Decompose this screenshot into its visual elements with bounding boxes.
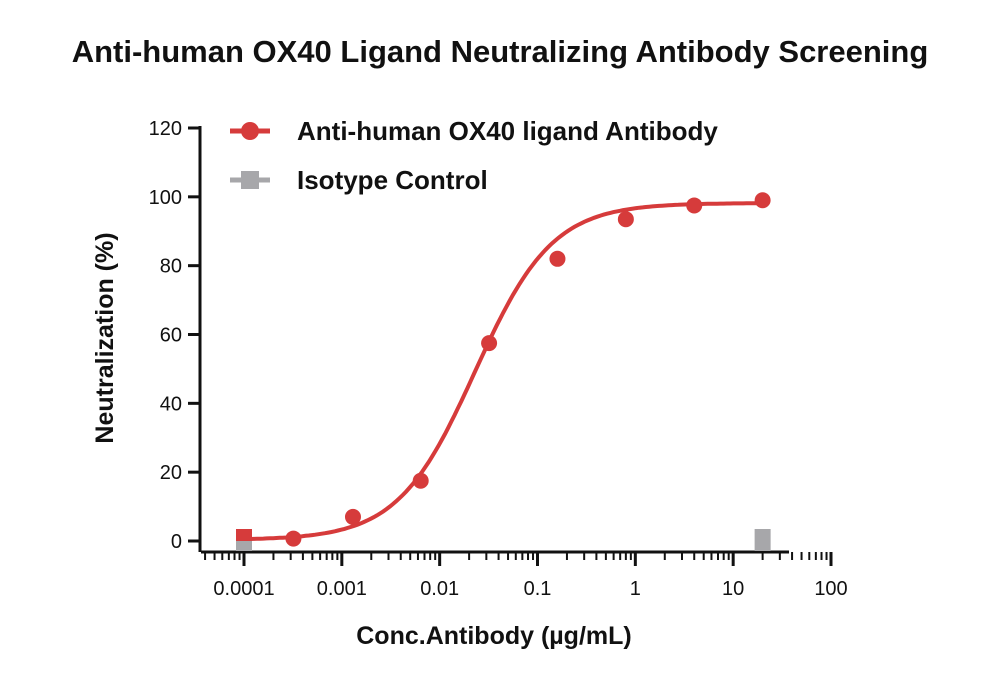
legend-label: Isotype Control bbox=[297, 165, 488, 195]
data-point-square bbox=[754, 529, 771, 551]
y-axis-title: Neutralization (%) bbox=[91, 232, 119, 443]
data-point-circle bbox=[549, 250, 566, 267]
legend-marker-circle bbox=[241, 122, 259, 140]
y-tick-label: 20 bbox=[160, 462, 182, 484]
y-tick-label: 60 bbox=[160, 325, 182, 347]
fit-curve bbox=[243, 201, 763, 542]
data-point-circle bbox=[344, 508, 361, 525]
axes: 0 20 40 60 80 100 120 0.0001 0.001 0.01 0.1 1 10 100 bbox=[149, 118, 848, 600]
x-tick-label: 10 bbox=[722, 578, 744, 600]
data-point-square bbox=[236, 529, 252, 541]
y-tick-label: 40 bbox=[160, 393, 182, 415]
x-tick-label: 0.01 bbox=[420, 578, 459, 600]
data-point-circle bbox=[617, 211, 634, 228]
x-tick-label: 1 bbox=[630, 578, 641, 600]
fit-curves bbox=[243, 201, 763, 542]
legend-marker-square bbox=[241, 171, 259, 189]
data-markers bbox=[236, 192, 771, 551]
x-tick-label: 100 bbox=[814, 578, 847, 600]
y-tick-label: 100 bbox=[149, 187, 182, 209]
x-tick-label: 0.1 bbox=[524, 578, 552, 600]
y-tick-label: 0 bbox=[171, 531, 182, 553]
data-point-circle bbox=[412, 472, 429, 489]
chart-title: Anti-human OX40 Ligand Neutralizing Anti… bbox=[71, 34, 929, 69]
y-tick-label: 120 bbox=[149, 118, 182, 140]
y-tick-label: 80 bbox=[160, 256, 182, 278]
data-point-circle bbox=[481, 335, 498, 352]
data-point-circle bbox=[686, 197, 703, 214]
x-tick-label: 0.001 bbox=[317, 578, 367, 600]
x-tick-label: 0.0001 bbox=[213, 578, 274, 600]
data-point-circle bbox=[285, 530, 302, 547]
x-axis-title: Conc.Antibody (µg/mL) bbox=[356, 622, 631, 650]
data-point-circle bbox=[754, 192, 771, 209]
legend: Anti-human OX40 ligand Antibody Isotype C… bbox=[230, 116, 718, 195]
legend-label: Anti-human OX40 ligand Antibody bbox=[297, 116, 718, 146]
